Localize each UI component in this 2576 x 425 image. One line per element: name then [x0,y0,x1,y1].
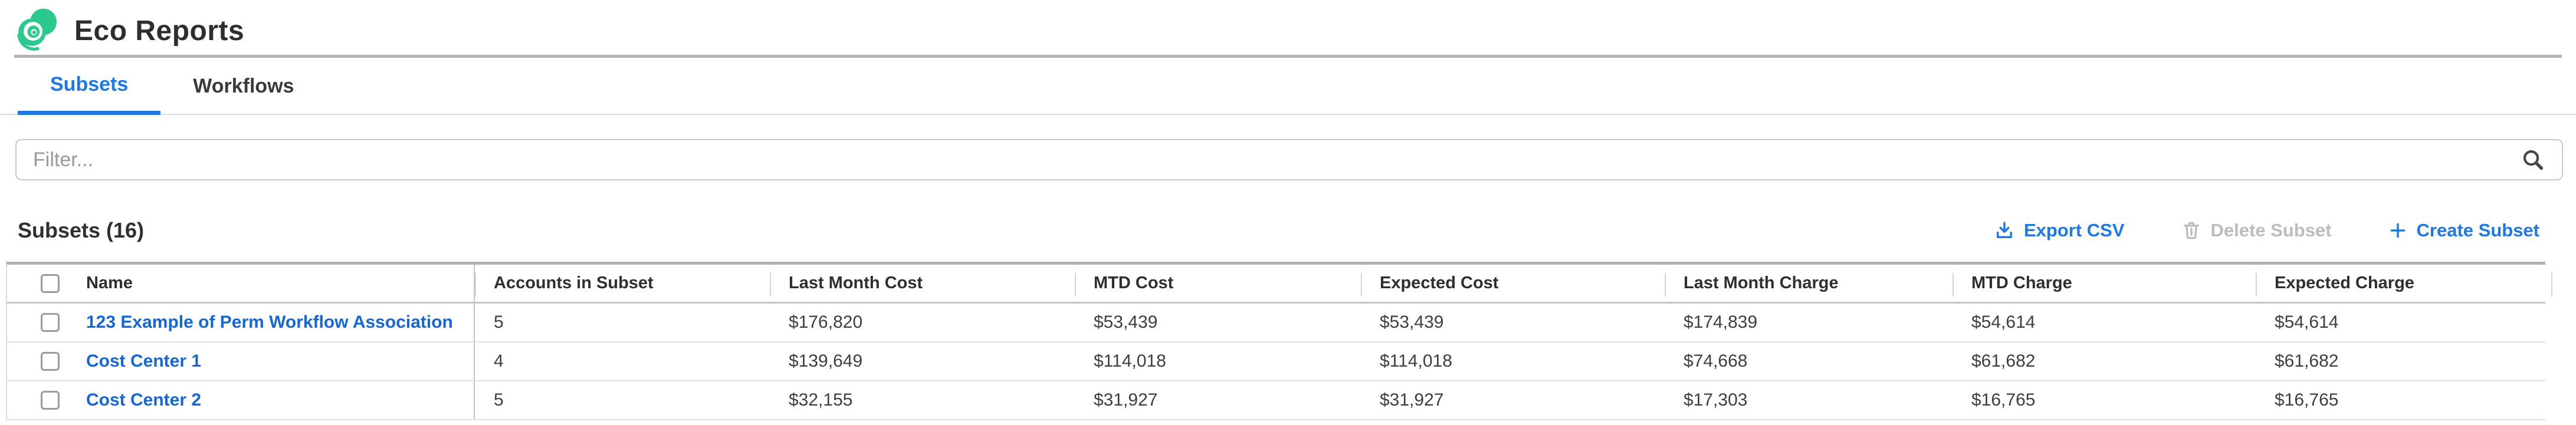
cell-mtd-charge: $61,682 [1971,351,2036,371]
table-header-row: Name Accounts in Subset Last Month Cost … [7,265,2552,304]
cell-last-month-charge: $174,839 [1684,312,1758,332]
table-row: 123 Example of Perm Workflow Association… [7,304,2545,342]
subsets-toolbar: Subsets (16) Export CSV Delet [18,210,2539,251]
plus-icon [2388,220,2408,240]
subsets-table: Name Accounts in Subset Last Month Cost … [6,262,2552,420]
subset-name-link[interactable]: Cost Center 1 [86,351,202,371]
cell-last-month-cost: $176,820 [789,312,863,332]
row-checkbox[interactable] [41,391,60,410]
delete-subset-button[interactable]: Delete Subset [2181,220,2332,241]
subsets-count-heading: Subsets (16) [18,218,145,242]
subset-name-link[interactable]: Cost Center 2 [86,390,202,410]
cell-mtd-cost: $114,018 [1094,351,1166,371]
trash-icon [2181,220,2202,241]
cell-accounts: 4 [494,351,504,371]
tab-bar: Subsets Workflows [0,58,2576,115]
column-header-name[interactable]: Name [84,265,475,302]
create-subset-button[interactable]: Create Subset [2388,220,2539,241]
cell-mtd-charge: $16,765 [1971,390,2036,410]
filter-field[interactable] [15,139,2563,180]
column-header-accounts-in-subset[interactable]: Accounts in Subset [475,265,770,302]
row-checkbox-cell [7,304,84,341]
cell-mtd-cost: $31,927 [1094,390,1158,410]
table-row: Cost Center 1 4 $139,649 $114,018 $114,0… [7,342,2545,381]
select-all-checkbox[interactable] [41,274,60,293]
row-checkbox-cell [7,381,84,419]
row-checkbox[interactable] [41,313,60,332]
cell-last-month-charge: $74,668 [1684,351,1748,371]
cell-expected-cost: $31,927 [1380,390,1444,410]
create-subset-label: Create Subset [2416,220,2539,240]
delete-subset-label: Delete Subset [2210,220,2332,240]
select-all-checkbox-cell [7,265,84,302]
cell-expected-charge: $16,765 [2275,390,2339,410]
cell-last-month-cost: $32,155 [789,390,853,410]
tab-subsets[interactable]: Subsets [18,58,161,115]
cell-expected-charge: $61,682 [2275,351,2339,371]
column-header-expected-cost[interactable]: Expected Cost [1361,265,1665,302]
tab-workflows[interactable]: Workflows [193,75,294,97]
cell-expected-charge: $54,614 [2275,312,2339,332]
cell-last-month-charge: $17,303 [1684,390,1748,410]
column-header-mtd-charge[interactable]: MTD Charge [1952,265,2256,302]
column-header-last-month-charge[interactable]: Last Month Charge [1665,265,1952,302]
cell-mtd-charge: $54,614 [1971,312,2036,332]
cell-name: Cost Center 1 [84,342,475,380]
export-csv-button[interactable]: Export CSV [1994,220,2125,241]
table-body: 123 Example of Perm Workflow Association… [7,304,2545,420]
download-icon [1994,220,2015,241]
app-header: Eco Reports [0,0,2576,55]
cell-accounts: 5 [494,312,504,332]
row-checkbox-cell [7,342,84,380]
filter-input[interactable] [33,148,2521,172]
eco-logo-icon [14,8,61,55]
cell-last-month-cost: $139,649 [789,351,863,371]
cell-mtd-cost: $53,439 [1094,312,1158,332]
toolbar-actions: Export CSV Delete Subset Create Subset [1994,220,2539,241]
cell-name: Cost Center 2 [84,381,475,419]
column-header-mtd-cost[interactable]: MTD Cost [1075,265,1361,302]
export-csv-label: Export CSV [2023,220,2125,240]
page-title: Eco Reports [74,15,245,47]
cell-expected-cost: $114,018 [1380,351,1452,371]
cell-accounts: 5 [494,390,504,410]
header-divider [14,55,2562,58]
cell-name: 123 Example of Perm Workflow Association [84,304,475,341]
search-icon [2521,147,2545,172]
subset-name-link[interactable]: 123 Example of Perm Workflow Association [86,312,453,332]
table-row: Cost Center 2 5 $32,155 $31,927 $31,927 … [7,381,2545,420]
cell-expected-cost: $53,439 [1380,312,1444,332]
row-checkbox[interactable] [41,352,60,371]
column-header-expected-charge[interactable]: Expected Charge [2256,265,2552,302]
column-header-last-month-cost[interactable]: Last Month Cost [770,265,1075,302]
